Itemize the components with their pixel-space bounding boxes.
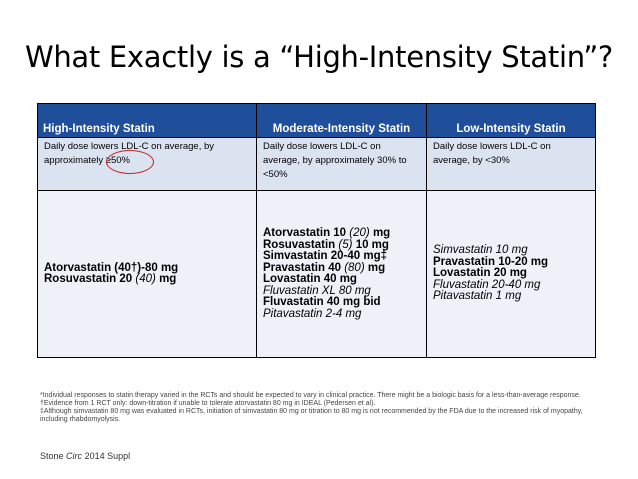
drug-name: Atorvastatin 10 <box>263 227 347 239</box>
drug-item: Atorvastatin (40†)-80 mg <box>44 261 250 275</box>
drug-name: Lovastatin 40 mg <box>263 273 357 285</box>
drug-name: Rosuvastatin 20 <box>44 273 133 285</box>
drug-optional-dose: (20) <box>349 227 370 239</box>
drug-unit: mg <box>372 227 391 239</box>
drug-row: Atorvastatin (40†)-80 mg Rosuvastatin 20 … <box>37 190 596 358</box>
footnotes: *Individual responses to statin therapy … <box>40 392 600 424</box>
drug-item: Rosuvastatin (5) 10 mg <box>263 238 420 252</box>
description-low: Daily dose lowers LDL-C on average, by <… <box>426 137 596 191</box>
source-rest: 2014 Suppl <box>84 451 131 461</box>
drug-name: Fluvastatin 40 mg bid <box>263 296 381 308</box>
drug-list-high: Atorvastatin (40†)-80 mg Rosuvastatin 20 … <box>37 190 257 358</box>
drug-list-moderate: Atorvastatin 10 (20) mg Rosuvastatin (5) … <box>256 190 427 358</box>
drug-item: Lovastatin 40 mg <box>263 273 420 286</box>
drug-name: Pitavastatin 1 mg <box>433 290 522 303</box>
drug-name: Fluvastatin 20-40 mg <box>433 278 541 291</box>
drug-name: Rosuvastatin <box>263 238 336 251</box>
highlight-circle-annotation <box>106 150 154 174</box>
drug-list-low: Simvastatin 10 mg Pravastatin 10-20 mg Lov… <box>426 190 596 358</box>
source-journal: Circ <box>66 451 83 461</box>
header-moderate-intensity: Moderate-Intensity Statin <box>256 103 427 138</box>
drug-item: Fluvastatin 40 mg bid <box>263 296 420 309</box>
drug-item: Rosuvastatin 20 (40) mg <box>44 273 250 286</box>
drug-item: Fluvastatin XL 80 mg <box>263 284 420 298</box>
statin-intensity-table: High-Intensity Statin Moderate-Intensity… <box>37 103 596 358</box>
drug-item: Simvastatin 20-40 mg‡ <box>263 250 420 263</box>
drug-optional-dose: (80) <box>344 261 365 274</box>
drug-unit: mg <box>159 273 177 285</box>
drug-optional-dose: (40) <box>135 273 156 285</box>
drug-name: Pitavastatin 2-4 mg <box>263 307 362 320</box>
drug-name: Simvastatin 20-40 mg‡ <box>263 250 388 262</box>
description-high: Daily dose lowers LDL-C on average, by a… <box>37 137 257 191</box>
drug-item: Pitavastatin 1 mg <box>433 291 589 303</box>
description-moderate: Daily dose lowers LDL-C on average, by a… <box>256 137 427 191</box>
drug-item: Lovastatin 20 mg <box>433 268 589 280</box>
drug-item: Atorvastatin 10 (20) mg <box>263 227 420 240</box>
description-row: Daily dose lowers LDL-C on average, by a… <box>37 137 596 191</box>
drug-item: Pravastatin 40 (80) mg <box>263 261 420 275</box>
drug-name: Fluvastatin XL 80 mg <box>263 284 371 297</box>
drug-unit: 10 mg <box>355 238 389 251</box>
drug-name: Atorvastatin (40†)-80 mg <box>44 261 179 274</box>
drug-name: Simvastatin 10 mg <box>433 244 528 257</box>
footnote-dagger: †Evidence from 1 RCT only: down-titratio… <box>40 400 376 407</box>
header-high-intensity: High-Intensity Statin <box>37 103 257 138</box>
source-author: Stone <box>40 451 64 461</box>
drug-name: Pravastatin 10-20 mg <box>433 255 549 268</box>
drug-optional-dose: (5) <box>338 238 353 251</box>
drug-item: Simvastatin 10 mg <box>433 245 589 257</box>
slide-title: What Exactly is a “High-Intensity Statin… <box>24 40 614 74</box>
footnote-double-dagger: ‡Although simvastatin 80 mg was evaluate… <box>40 408 583 423</box>
drug-name: Lovastatin 20 mg <box>433 267 527 280</box>
table-header-row: High-Intensity Statin Moderate-Intensity… <box>37 103 596 138</box>
drug-item: Fluvastatin 20-40 mg <box>433 278 589 292</box>
header-low-intensity: Low-Intensity Statin <box>426 103 596 138</box>
drug-item: Pitavastatin 2-4 mg <box>263 307 420 321</box>
drug-unit: mg <box>367 261 386 274</box>
drug-name: Pravastatin 40 <box>263 261 341 274</box>
drug-item: Pravastatin 10-20 mg <box>433 255 589 269</box>
footnote-asterisk: *Individual responses to statin therapy … <box>40 392 581 399</box>
source-citation: Stone Circ 2014 Suppl <box>40 451 130 461</box>
